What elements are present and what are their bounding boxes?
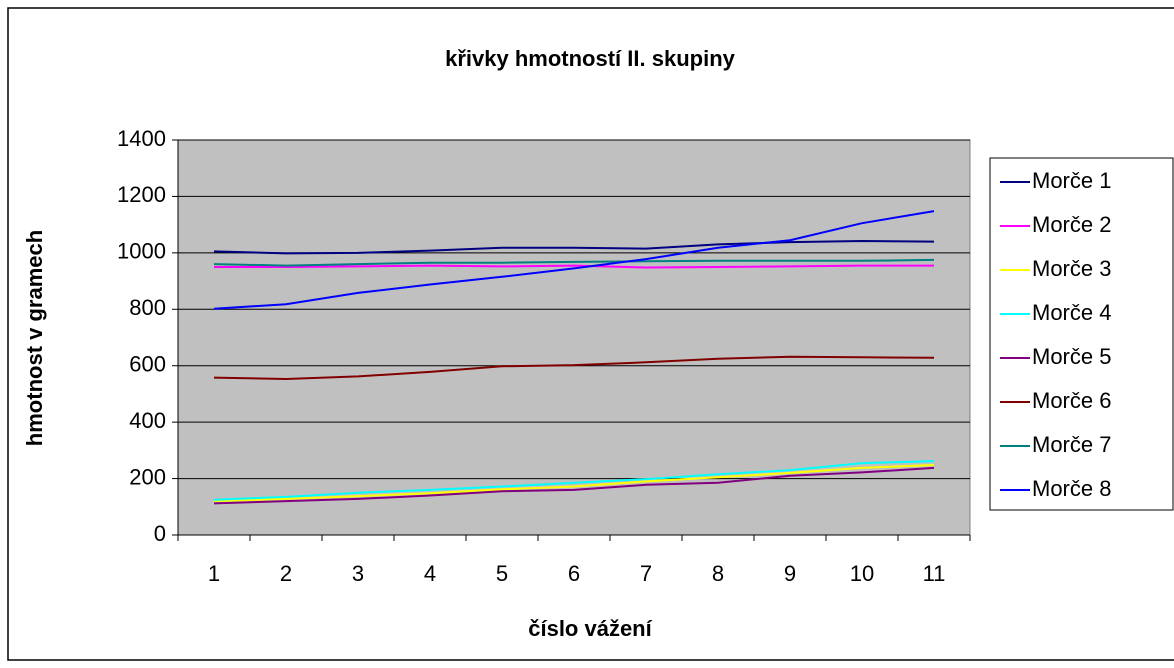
x-tick-label: 9 bbox=[784, 561, 796, 586]
legend-label: Morče 5 bbox=[1032, 344, 1111, 369]
line-series bbox=[213, 258, 935, 267]
x-tick-label: 6 bbox=[568, 561, 580, 586]
y-tick-label: 800 bbox=[129, 295, 166, 320]
y-tick-label: 200 bbox=[129, 464, 166, 489]
x-tick-label: 2 bbox=[280, 561, 292, 586]
line-series bbox=[213, 464, 935, 503]
y-tick-label: 400 bbox=[129, 408, 166, 433]
y-axis-label: hmotnost v gramech bbox=[22, 230, 47, 446]
line-series bbox=[213, 239, 935, 255]
line-series bbox=[213, 210, 935, 310]
x-tick-label: 7 bbox=[640, 561, 652, 586]
x-tick-label: 8 bbox=[712, 561, 724, 586]
legend-label: Morče 3 bbox=[1032, 256, 1111, 281]
x-tick-label: 5 bbox=[496, 561, 508, 586]
x-tick-label: 3 bbox=[352, 561, 364, 586]
chart-title: křivky hmotností II. skupiny bbox=[445, 46, 736, 71]
x-tick-label: 10 bbox=[850, 561, 874, 586]
legend-box bbox=[989, 157, 1174, 511]
y-tick-label: 1200 bbox=[117, 182, 166, 207]
y-tick-label: 1400 bbox=[117, 126, 166, 151]
legend-label: Morče 2 bbox=[1032, 212, 1111, 237]
x-tick-label: 11 bbox=[923, 561, 946, 586]
legend-label: Morče 6 bbox=[1032, 388, 1111, 413]
legend-label: Morče 7 bbox=[1032, 432, 1111, 457]
line-series bbox=[214, 264, 934, 269]
x-tick-label: 4 bbox=[424, 561, 436, 586]
x-axis-label: číslo vážení bbox=[528, 616, 652, 641]
plot-area bbox=[177, 139, 971, 536]
legend-label: Morče 4 bbox=[1032, 300, 1111, 325]
line-series bbox=[213, 355, 935, 381]
legend-label: Morče 1 bbox=[1032, 168, 1111, 193]
y-tick-label: 0 bbox=[154, 521, 166, 546]
x-tick-label: 1 bbox=[208, 561, 220, 586]
line-series bbox=[213, 466, 935, 505]
y-tick-label: 1000 bbox=[117, 239, 166, 264]
line-series bbox=[213, 460, 935, 501]
y-tick-label: 600 bbox=[129, 352, 166, 377]
legend-label: Morče 8 bbox=[1032, 476, 1111, 501]
